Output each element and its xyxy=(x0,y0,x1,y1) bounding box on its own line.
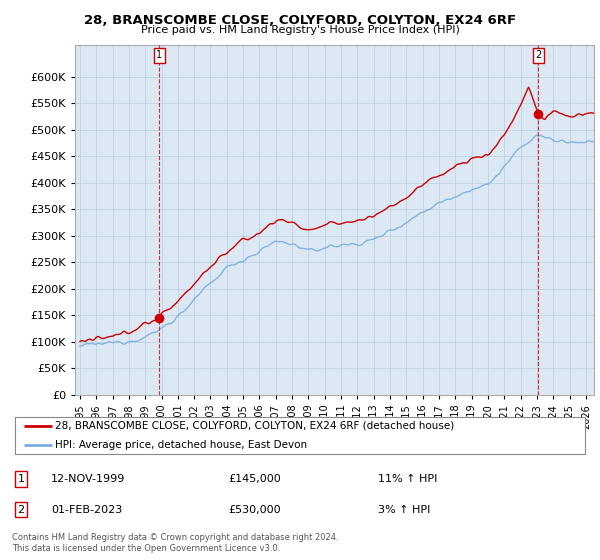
Text: HPI: Average price, detached house, East Devon: HPI: Average price, detached house, East… xyxy=(55,440,307,450)
Text: 01-FEB-2023: 01-FEB-2023 xyxy=(51,505,122,515)
FancyBboxPatch shape xyxy=(15,417,585,454)
Text: 1: 1 xyxy=(17,474,25,484)
Text: 28, BRANSCOMBE CLOSE, COLYFORD, COLYTON, EX24 6RF (detached house): 28, BRANSCOMBE CLOSE, COLYFORD, COLYTON,… xyxy=(55,421,454,431)
Text: 2: 2 xyxy=(535,50,541,60)
Text: 3% ↑ HPI: 3% ↑ HPI xyxy=(378,505,430,515)
Text: Contains HM Land Registry data © Crown copyright and database right 2024.
This d: Contains HM Land Registry data © Crown c… xyxy=(12,533,338,553)
Text: £530,000: £530,000 xyxy=(228,505,281,515)
Text: 28, BRANSCOMBE CLOSE, COLYFORD, COLYTON, EX24 6RF: 28, BRANSCOMBE CLOSE, COLYFORD, COLYTON,… xyxy=(84,14,516,27)
Text: £145,000: £145,000 xyxy=(228,474,281,484)
Text: Price paid vs. HM Land Registry's House Price Index (HPI): Price paid vs. HM Land Registry's House … xyxy=(140,25,460,35)
Text: 2: 2 xyxy=(17,505,25,515)
Text: 12-NOV-1999: 12-NOV-1999 xyxy=(51,474,125,484)
Text: 1: 1 xyxy=(157,50,163,60)
Text: 11% ↑ HPI: 11% ↑ HPI xyxy=(378,474,437,484)
